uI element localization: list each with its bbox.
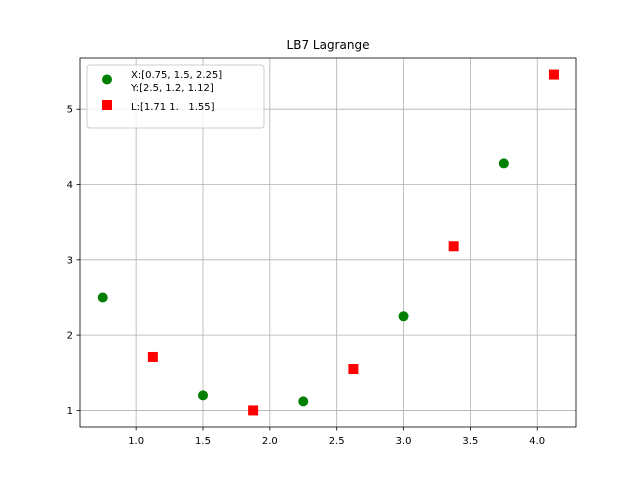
y-tick-label: 2 — [67, 331, 73, 342]
plot-frame — [79, 57, 577, 428]
series-0-point — [398, 311, 409, 322]
legend-label: L:[1.71 1. 1.55] — [131, 102, 215, 113]
x-tick-label: 3.5 — [462, 436, 478, 447]
y-tick-label: 4 — [67, 180, 73, 191]
x-tick-label: 2.5 — [329, 436, 345, 447]
data-points — [97, 69, 559, 416]
series-1-point — [147, 351, 158, 362]
x-tick-label: 4.0 — [529, 436, 545, 447]
series-1-point — [348, 364, 359, 375]
series-0-point — [298, 396, 309, 407]
legend-label: Y:[2.5, 1.2, 1.12] — [130, 83, 214, 94]
grid — [80, 58, 576, 427]
x-tick-label: 3.0 — [396, 436, 412, 447]
x-tick-label: 2.0 — [262, 436, 278, 447]
x-tick-label: 1.5 — [195, 436, 211, 447]
y-tick-label: 1 — [67, 406, 73, 417]
legend-marker-circle — [102, 74, 112, 85]
chart-title: LB7 Lagrange — [287, 38, 370, 52]
series-1-point — [548, 69, 559, 80]
legend-label: X:[0.75, 1.5, 2.25] — [131, 70, 222, 81]
y-tick-label: 5 — [67, 105, 73, 116]
legend-box — [86, 64, 265, 129]
series-1-point — [248, 405, 259, 416]
series-0-point — [197, 390, 208, 401]
y-tick-label: 3 — [67, 255, 73, 266]
axes: 1.0 1.5 2.0 2.5 3.0 3.5 4.0 1 2 3 4 5 — [67, 57, 577, 447]
legend: X:[0.75, 1.5, 2.25] Y:[2.5, 1.2, 1.12] L:[… — [86, 64, 265, 129]
series-1-point — [448, 241, 459, 252]
series-0-point — [97, 292, 108, 303]
x-tick-label: 1.0 — [128, 436, 144, 447]
series-0-point — [498, 158, 509, 169]
legend-marker-square — [102, 100, 112, 110]
